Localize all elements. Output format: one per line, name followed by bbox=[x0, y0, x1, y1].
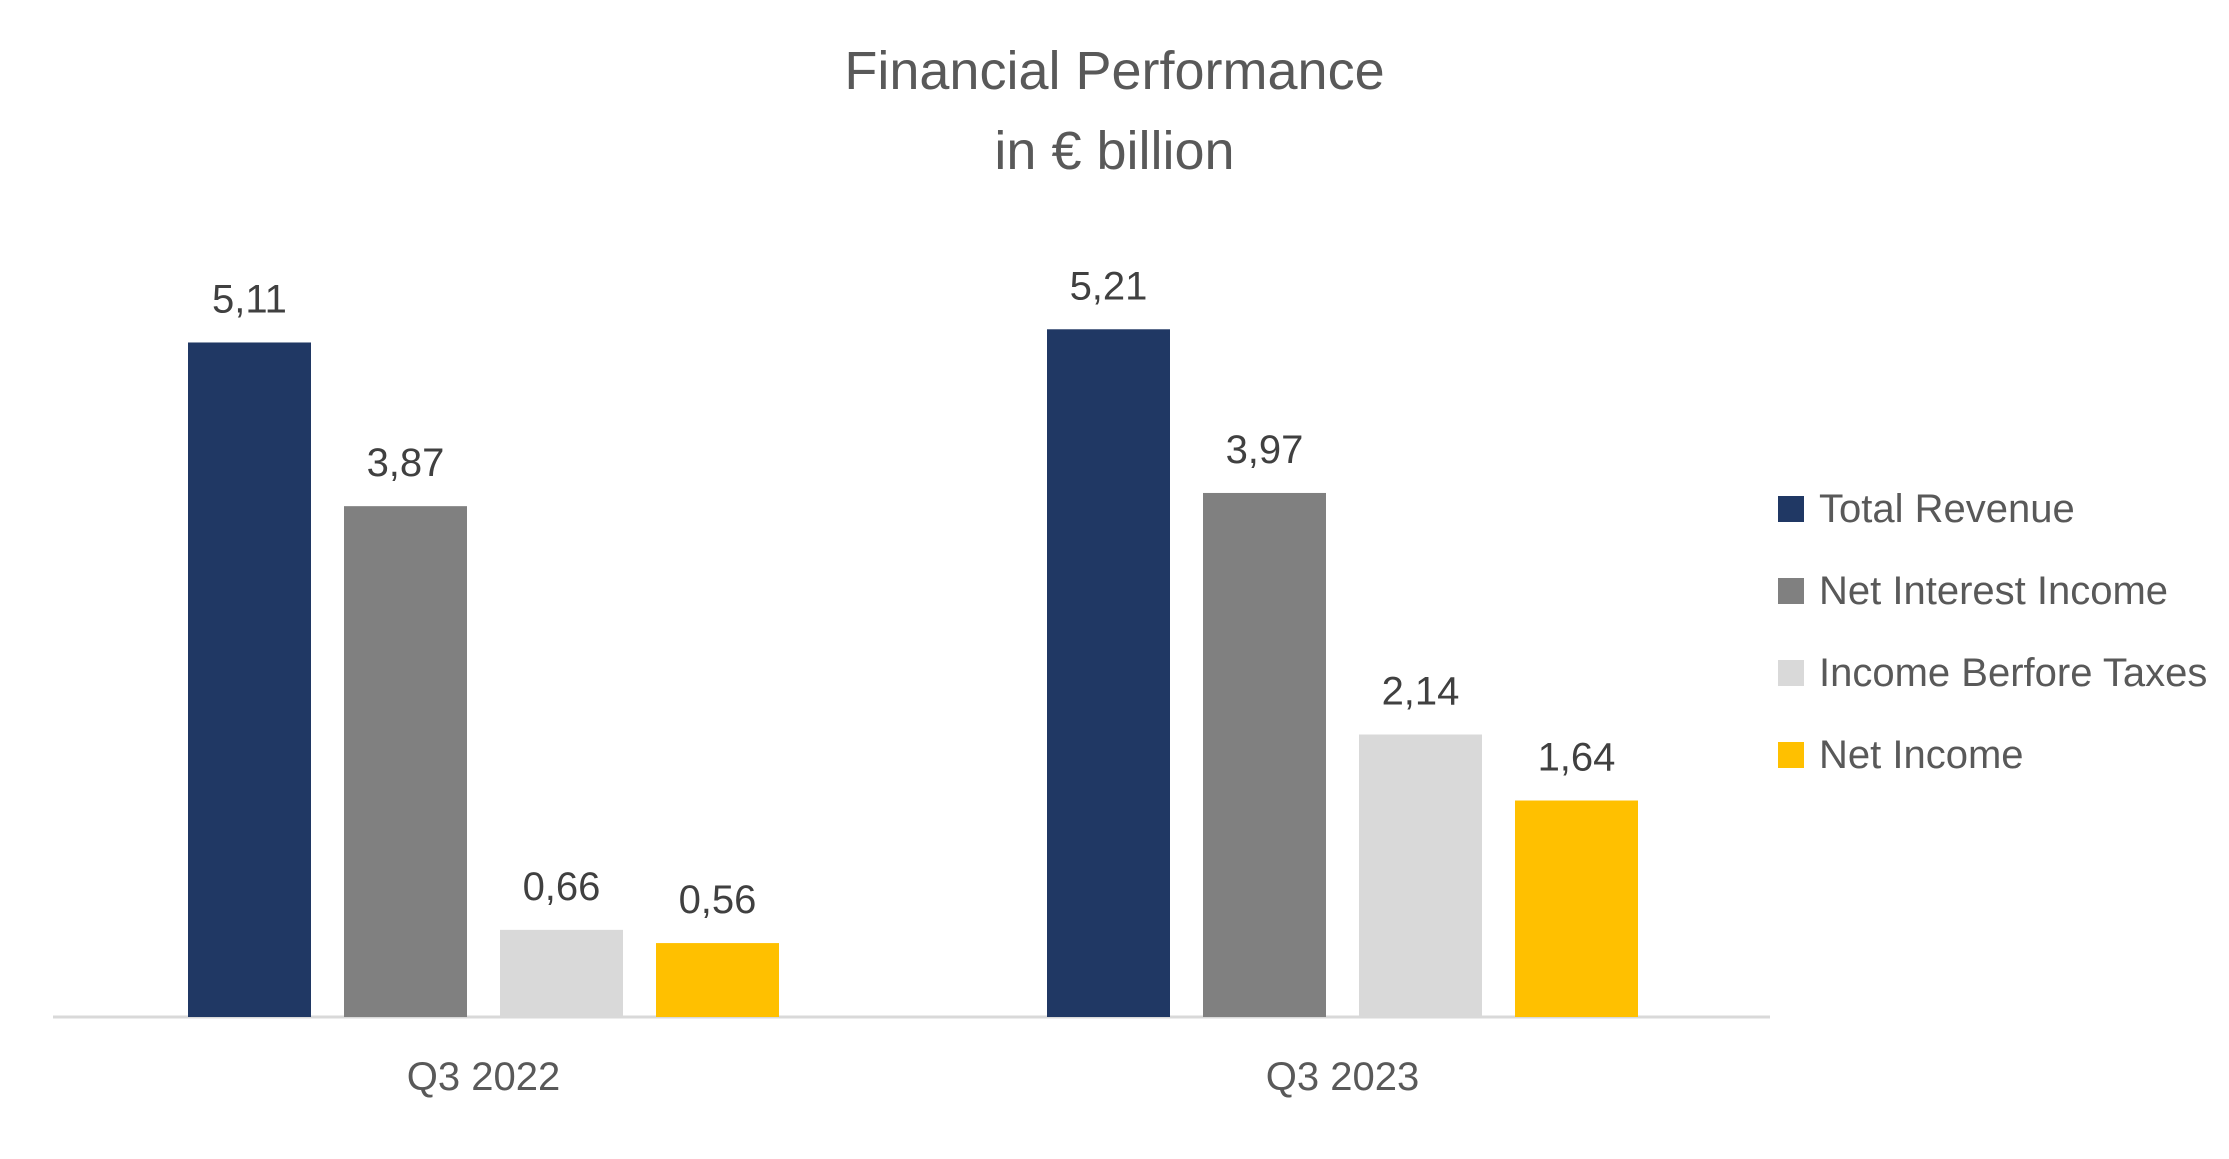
legend-label: Total Revenue bbox=[1819, 486, 2075, 531]
bar bbox=[1047, 329, 1170, 1017]
data-label: 3,87 bbox=[367, 441, 445, 485]
legend-swatch bbox=[1778, 496, 1804, 522]
bar bbox=[188, 342, 311, 1018]
bar bbox=[344, 506, 467, 1017]
data-label: 2,14 bbox=[1382, 670, 1460, 714]
legend-label: Net Interest Income bbox=[1819, 568, 2169, 613]
legend-label: Net Income bbox=[1819, 732, 2024, 777]
data-label: 5,11 bbox=[212, 277, 287, 321]
chart-subtitle: in € billion bbox=[994, 121, 1235, 181]
legend-swatch bbox=[1778, 742, 1804, 768]
legend-item: Income Berfore Taxes bbox=[1778, 632, 2207, 714]
chart-title: Financial Performance bbox=[844, 41, 1385, 101]
bar bbox=[500, 929, 623, 1017]
legend-item: Total Revenue bbox=[1778, 468, 2207, 550]
data-label: 0,56 bbox=[679, 878, 757, 922]
chart-legend: Total Revenue Net Interest Income Income B… bbox=[1778, 468, 2207, 796]
data-label: 1,64 bbox=[1538, 736, 1616, 780]
data-label: 5,21 bbox=[1070, 264, 1148, 308]
legend-item: Net Interest Income bbox=[1778, 550, 2207, 632]
bar bbox=[1515, 800, 1638, 1017]
bar bbox=[656, 943, 779, 1017]
legend-swatch bbox=[1778, 660, 1804, 686]
data-label: 3,97 bbox=[1226, 428, 1304, 472]
data-label: 0,66 bbox=[523, 865, 601, 909]
bar bbox=[1203, 492, 1326, 1018]
x-tick-label: Q3 2023 bbox=[1266, 1055, 1419, 1099]
legend-item: Net Income bbox=[1778, 714, 2207, 796]
bar bbox=[1359, 734, 1482, 1017]
x-tick-label: Q3 2022 bbox=[407, 1055, 560, 1099]
legend-swatch bbox=[1778, 578, 1804, 604]
legend-label: Income Berfore Taxes bbox=[1819, 650, 2208, 695]
